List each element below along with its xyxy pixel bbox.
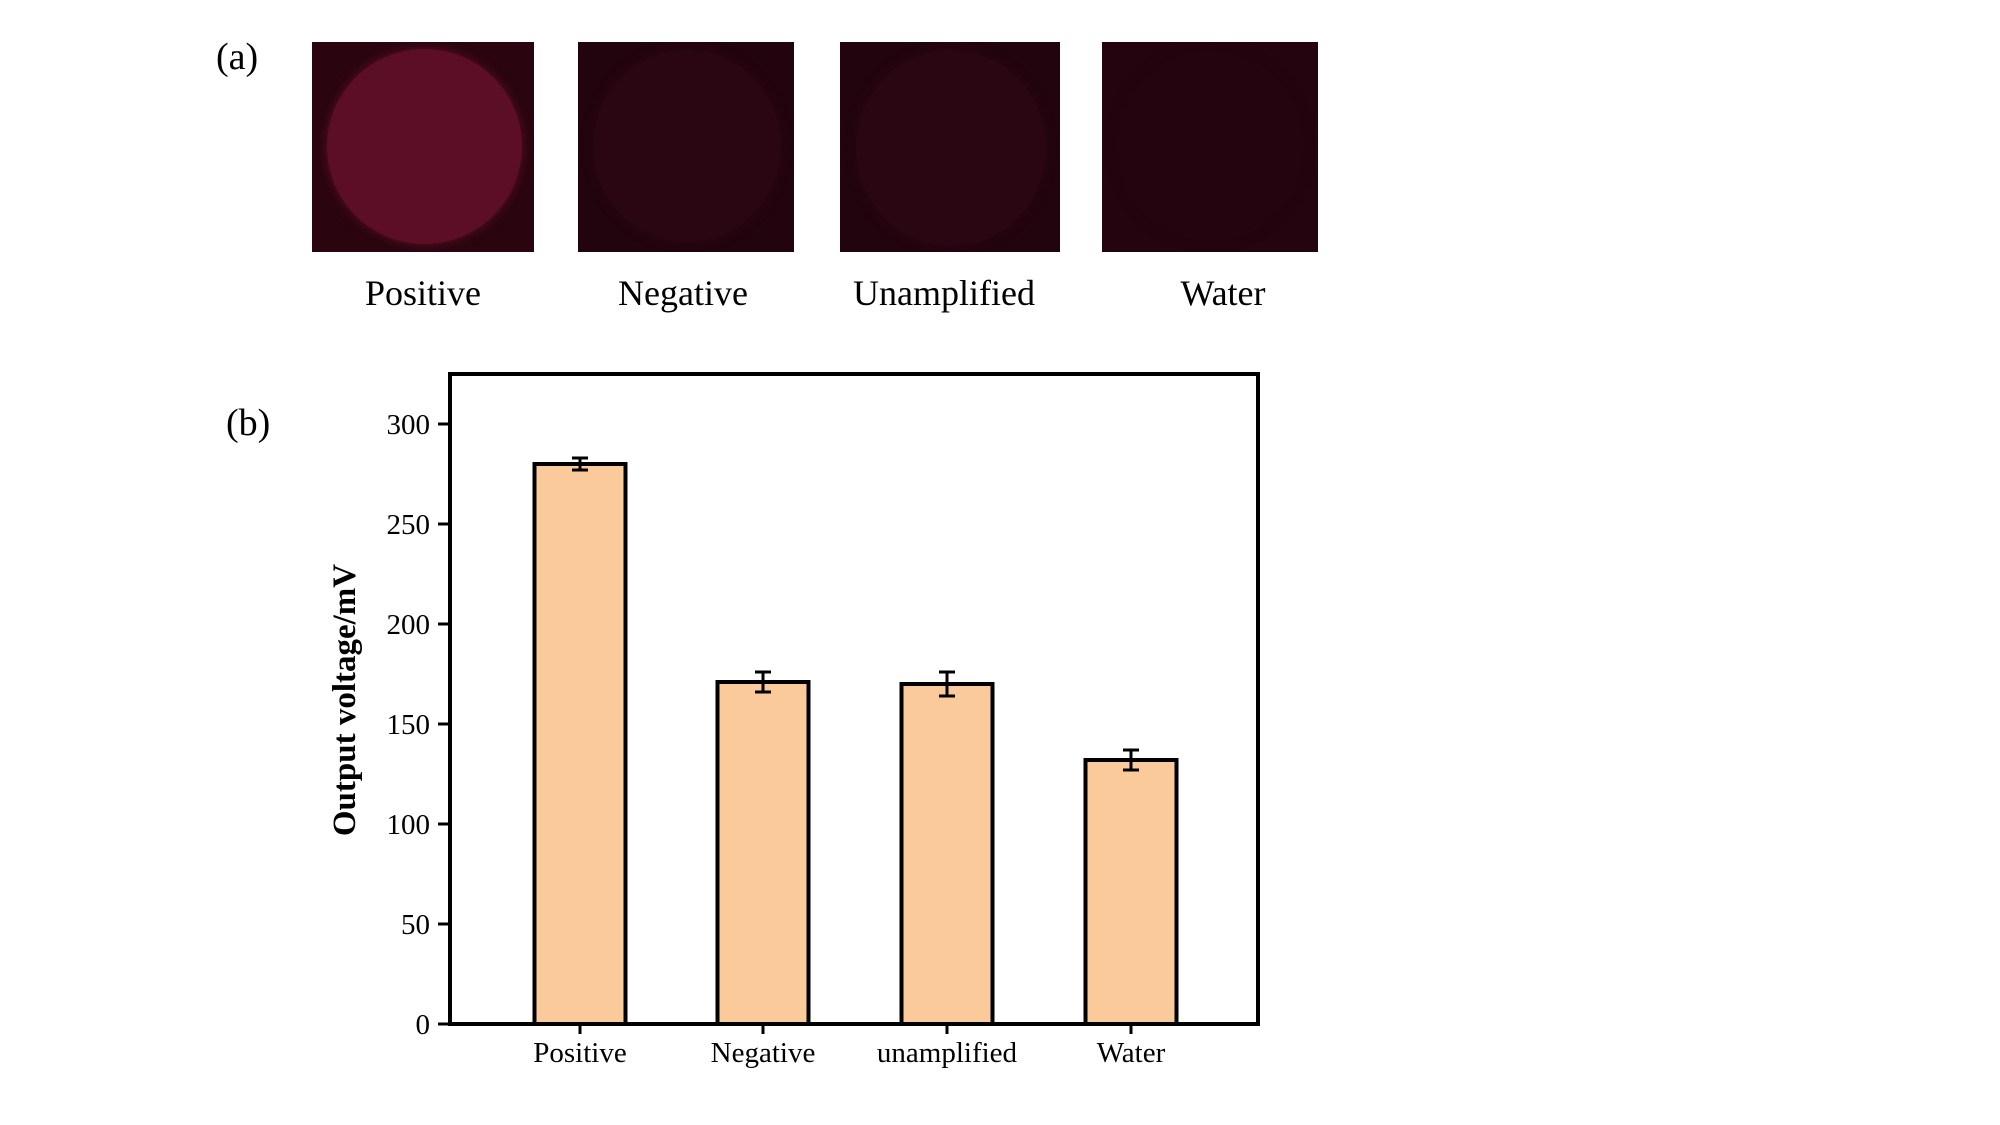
x-tick-label: Positive — [533, 1037, 626, 1069]
y-tick-label: 200 — [387, 609, 431, 641]
photo-well — [856, 50, 1046, 246]
y-tick-label: 250 — [387, 509, 431, 541]
bar-water — [1083, 758, 1179, 1026]
photo-negative — [578, 42, 794, 252]
photo-unamplified — [840, 42, 1060, 252]
y-axis-label: Output voltage/mV — [327, 564, 363, 836]
photo-caption-water: Water — [1180, 273, 1266, 313]
photo-caption-unamplified: Unamplified — [853, 273, 1035, 313]
y-tick-label: 300 — [387, 409, 431, 441]
photo-well — [327, 49, 522, 244]
photo-positive — [312, 42, 534, 252]
photo-water — [1102, 42, 1318, 252]
photo-caption-negative: Negative — [618, 273, 748, 313]
y-tick-label: 50 — [401, 909, 430, 941]
panel-a-label: (a) — [216, 36, 259, 78]
bar-unamplified — [899, 682, 995, 1026]
plot-frame — [448, 372, 1260, 1026]
photo-caption-positive: Positive — [364, 273, 481, 313]
y-tick-label: 0 — [416, 1009, 431, 1041]
photo-well — [1116, 50, 1304, 242]
y-tick-label: 150 — [387, 709, 431, 741]
panel-b-label: (b) — [226, 402, 271, 444]
photo-well — [593, 50, 781, 242]
y-tick-label: 100 — [387, 809, 431, 841]
x-tick-label: unamplified — [877, 1037, 1018, 1069]
bar-negative — [715, 680, 811, 1026]
bar-positive — [532, 462, 628, 1026]
x-tick-label: Negative — [711, 1037, 816, 1069]
x-tick-label: Water — [1097, 1037, 1166, 1069]
